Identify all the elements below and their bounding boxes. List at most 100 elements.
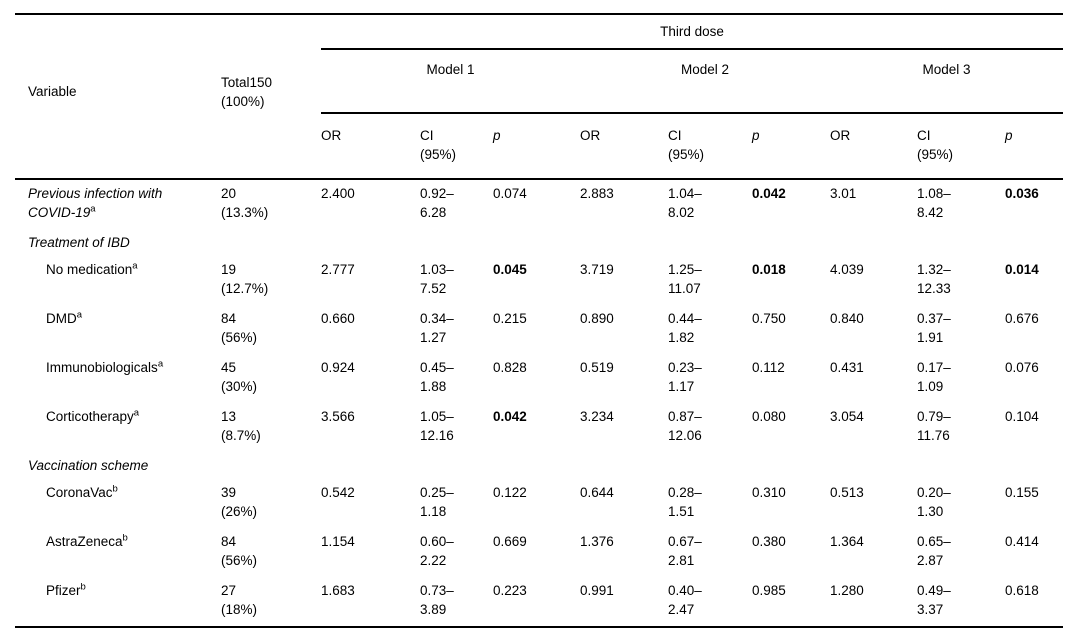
variable-label-cell: Previous infection with COVID-19a [15,179,221,229]
or-value: 0.513 [830,485,864,500]
footnote-marker: a [90,203,96,215]
variable-label-cell: CoronaVacb [15,479,221,528]
ci-high: 7.52 [420,281,447,296]
total-pct: (56%) [221,330,258,345]
ci-low: 0.73– [420,583,454,598]
or-value: 3.566 [321,409,355,424]
or-value: 2.400 [321,186,355,201]
ci-low: 0.37– [917,311,951,326]
ci-high: 1.27 [420,330,447,345]
p-value: 0.042 [752,186,786,201]
p-value: 0.104 [1005,409,1039,424]
total-cell: 13 (8.7%) [221,403,321,452]
or-value: 0.890 [580,311,614,326]
p-value: 0.828 [493,360,527,375]
footnote-marker: b [112,483,118,495]
model-2-p-cell: 0.380 [752,528,830,577]
model-3-p-cell: 0.014 [1005,256,1063,305]
ci-low: 0.79– [917,409,951,424]
ci-high: 8.02 [668,205,695,220]
ci-low: 1.03– [420,262,454,277]
table-row: Immunobiologicalsa 45 (30%) 0.924 0.45– 1.88 0… [15,354,1063,403]
total-header-line1: Total150 [221,74,273,90]
model-3-or-cell: 1.364 [830,528,917,577]
ci-high: 12.16 [420,428,454,443]
ci-high: 12.33 [917,281,951,296]
model-3-p-cell: 0.155 [1005,479,1063,528]
row-label: Corticotherapy [46,409,134,424]
ci-high: 1.88 [420,379,447,394]
ci-high: 1.91 [917,330,944,345]
section-row: Vaccination scheme [15,452,1063,479]
p-value: 0.223 [493,583,527,598]
model-1-or-cell: 0.542 [321,479,420,528]
model-3-p-cell: 0.076 [1005,354,1063,403]
ci-high: 6.28 [420,205,447,220]
p-value: 0.045 [493,262,527,277]
ci-header-line2: (95%) [420,147,457,162]
model-2-or-cell: 0.991 [580,577,668,627]
p-value: 0.310 [752,485,786,500]
model-3-or-cell: 3.054 [830,403,917,452]
row-label: AstraZeneca [46,534,123,549]
variable-label-cell: DMDa [15,305,221,354]
or-value: 3.234 [580,409,614,424]
or-value: 0.840 [830,311,864,326]
total-n: 13 [221,409,237,424]
model-2-ci-cell: 0.40– 2.47 [668,577,752,627]
third-dose-header: Third dose [321,14,1064,50]
or-value: 1.376 [580,534,614,549]
table-row: CoronaVacb 39 (26%) 0.542 0.25– 1.18 0.122 0.64… [15,479,1063,528]
p-value: 0.985 [752,583,786,598]
ci-low: 1.04– [668,186,702,201]
or-value: 0.519 [580,360,614,375]
ci-low: 1.32– [917,262,951,277]
p-value: 0.618 [1005,583,1039,598]
section-label: Vaccination scheme [15,452,1063,479]
total-n: 84 [221,311,237,326]
model-2-p-cell: 0.750 [752,305,830,354]
model-1-p-header: p [493,113,580,180]
model-3-or-cell: 1.280 [830,577,917,627]
regression-results-table: Variable Total150 (100%) Third dose Mode… [15,13,1064,628]
or-value: 0.644 [580,485,614,500]
table-body: Previous infection with COVID-19a 20 (13.3… [15,179,1063,627]
model-1-p-cell: 0.122 [493,479,580,528]
group-header-row: Variable Total150 (100%) Third dose [15,14,1064,180]
model-2-ci-cell: 0.23– 1.17 [668,354,752,403]
section-label: Treatment of IBD [15,229,1063,256]
p-value: 0.750 [752,311,786,326]
total-n: 84 [221,534,237,549]
section-title: Vaccination scheme [28,458,149,473]
stat-header-row: OR CI (95%) p OR CI (95%) p OR CI (95%) … [15,113,1064,180]
model-3-or-cell: 0.431 [830,354,917,403]
ci-high: 2.87 [917,553,944,568]
model-1-p-cell: 0.042 [493,403,580,452]
model-3-p-cell: 0.676 [1005,305,1063,354]
total-pct: (12.7%) [221,281,269,296]
model-3-ci-header: CI (95%) [917,113,1005,180]
model-1-ci-cell: 0.60– 2.22 [420,528,493,577]
row-label: No medication [46,262,133,277]
ci-low: 0.40– [668,583,702,598]
ci-high: 3.37 [917,602,944,617]
ci-high: 2.22 [420,553,447,568]
model-3-p-header: p [1005,113,1064,180]
or-value: 0.431 [830,360,864,375]
model-1-or-cell: 0.660 [321,305,420,354]
model-1-or-cell: 2.400 [321,179,420,229]
ci-header-line2: (95%) [917,147,954,162]
footnote-marker: b [80,581,86,593]
p-value: 0.080 [752,409,786,424]
model-2-or-cell: 0.890 [580,305,668,354]
ci-high: 11.07 [668,281,701,296]
model-3-p-cell: 0.104 [1005,403,1063,452]
total-pct: (18%) [221,602,258,617]
ci-high: 1.17 [668,379,695,394]
model-3-or-header: OR [830,113,917,180]
footnote-marker: a [132,260,138,272]
column-header-total: Total150 (100%) [221,14,321,180]
model-3-ci-cell: 0.65– 2.87 [917,528,1005,577]
ci-high: 11.76 [917,428,950,443]
ci-low: 0.28– [668,485,702,500]
